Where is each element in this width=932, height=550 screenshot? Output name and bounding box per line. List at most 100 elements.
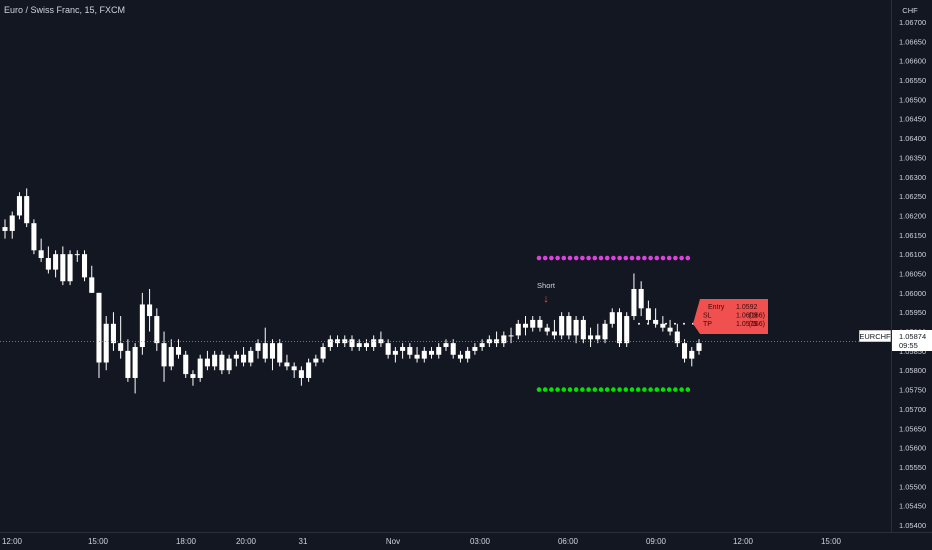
candle-body (16, 196, 22, 216)
candle-body (609, 312, 615, 324)
candle-body (89, 277, 95, 293)
price-tick-label: 1.06150 (899, 231, 926, 240)
take-profit-dot (549, 387, 554, 392)
candle-body (660, 323, 666, 328)
candle-body (147, 304, 153, 317)
candle-body (616, 312, 623, 344)
candle-body (110, 323, 116, 344)
candle-body (624, 316, 630, 344)
last-price-value: 1.05874 (899, 332, 926, 341)
trade-box-pips: (166) (749, 321, 765, 328)
stop-loss-dot (617, 255, 622, 261)
price-tick-label: 1.06400 (899, 134, 926, 143)
price-tick-label: 1.05600 (899, 444, 926, 453)
candle-body (494, 339, 500, 344)
candle-body (53, 254, 59, 270)
short-arrow-icon: ↓ (543, 293, 549, 305)
candle-body (241, 354, 247, 363)
take-profit-dot (611, 387, 616, 392)
candle-body (363, 343, 369, 348)
candle-body (428, 350, 435, 355)
candle-body (60, 254, 66, 282)
candle-body (81, 254, 88, 278)
entry-dot (647, 322, 649, 325)
candle-body (645, 308, 651, 320)
candle-body (631, 288, 637, 317)
take-profit-dot (679, 387, 684, 392)
candle-body (9, 215, 15, 231)
candle-body (248, 350, 254, 363)
candle-body (544, 327, 550, 332)
candle-body (479, 343, 485, 348)
stop-loss-dot (549, 255, 554, 261)
candle-body (291, 366, 297, 371)
take-profit-dot (561, 387, 567, 392)
candle-body (204, 358, 210, 367)
time-tick-label: 15:00 (88, 537, 109, 546)
candle-body (385, 343, 391, 355)
candle-body (212, 354, 218, 367)
stop-loss-dot (555, 255, 560, 261)
candle-body (682, 343, 688, 359)
time-axis[interactable]: 12:00 15:00 18:00 20:00 31 Nov 03:00 06:00 09:00… (2, 537, 842, 546)
price-tick-label: 1.05400 (899, 521, 926, 530)
candle-body (168, 347, 174, 367)
stop-loss-dot (654, 255, 660, 261)
take-profit-dot (567, 387, 573, 392)
candle-body (392, 350, 398, 355)
candle-body (530, 319, 536, 328)
trade-box-label: Entry (708, 304, 725, 311)
time-tick-label: Nov (386, 537, 400, 546)
candle-body (595, 335, 601, 340)
take-profit-dot (635, 387, 641, 392)
take-profit-dot (673, 387, 678, 392)
candle-body (190, 374, 196, 378)
candle-body (580, 319, 586, 340)
price-tick-label: 1.06600 (899, 57, 926, 66)
take-profit-dot (642, 387, 647, 392)
entry-dot (665, 322, 667, 325)
price-tick-label: 1.05700 (899, 405, 926, 414)
candle-body (335, 339, 341, 344)
take-profit-dot (586, 387, 591, 392)
price-axis-currency: CHF (902, 6, 918, 15)
candle-body (472, 347, 478, 351)
price-tick-label: 1.06050 (899, 270, 926, 279)
stop-loss-dot (580, 255, 585, 261)
time-tick-label: 31 (299, 537, 308, 546)
take-profit-dot (592, 387, 598, 392)
candle-body (183, 354, 189, 375)
candle-body (327, 339, 333, 348)
time-tick-label: 15:00 (821, 537, 842, 546)
price-axis[interactable]: CHF 1.06700 1.06650 1.06600 1.06550 1.06500 1.… (899, 6, 926, 530)
signal-label: Short (537, 281, 556, 290)
candle-body (653, 319, 659, 324)
candle-body (573, 319, 579, 336)
price-tick-label: 1.06500 (899, 95, 926, 104)
candle-body (306, 362, 312, 378)
candle-body (602, 323, 608, 340)
take-profit-dot (648, 387, 653, 392)
time-tick-label: 06:00 (558, 537, 579, 546)
candle-body (74, 254, 80, 256)
take-profit-dot (629, 387, 635, 392)
price-tick-label: 1.06100 (899, 250, 926, 259)
stop-loss-dot (623, 255, 629, 261)
price-tick-label: 1.05500 (899, 482, 926, 491)
stop-loss-dot (604, 255, 610, 261)
candle-body (371, 339, 377, 348)
candle-body (421, 350, 427, 359)
candle-body (378, 339, 384, 344)
take-profit-dot (573, 387, 579, 392)
stop-loss-dot (685, 255, 691, 261)
take-profit-dot (536, 387, 542, 392)
candle-body (118, 343, 124, 351)
candle-body (219, 354, 225, 371)
stop-loss-dot (536, 255, 542, 261)
candle-body (96, 292, 102, 363)
price-tick-label: 1.06450 (899, 115, 926, 124)
trade-box-label: SL (703, 313, 712, 320)
candle-body (638, 288, 644, 309)
time-tick-label: 03:00 (470, 537, 491, 546)
